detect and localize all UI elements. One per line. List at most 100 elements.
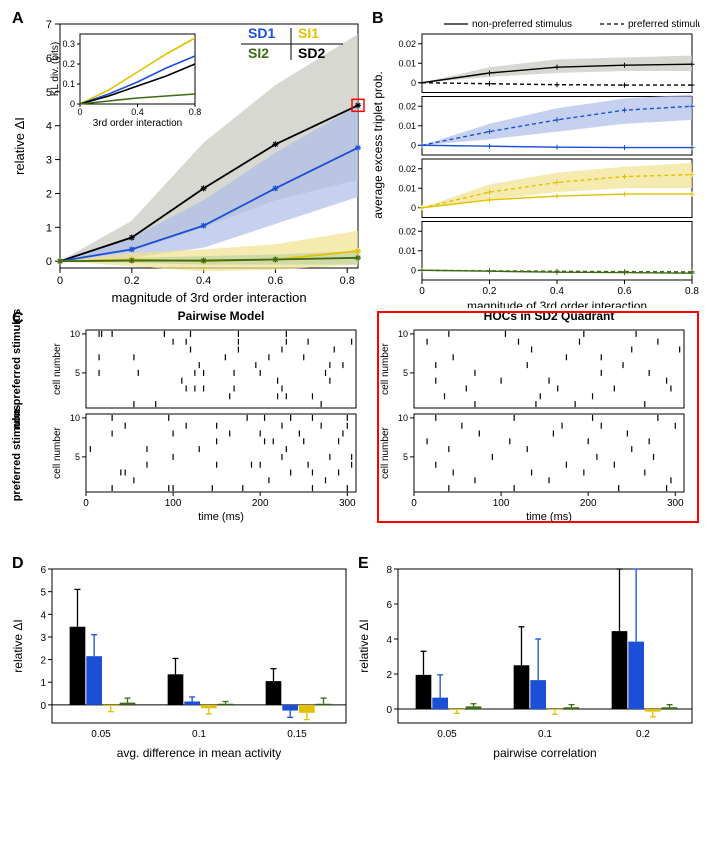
svg-text:0.2: 0.2 [62, 59, 75, 69]
svg-text:2: 2 [46, 188, 52, 200]
svg-text:0: 0 [77, 107, 82, 117]
svg-text:0: 0 [83, 498, 89, 509]
svg-text:0.6: 0.6 [268, 275, 283, 287]
panel-d: D 0 1 2 3 4 5 6 relative ΔI avg. difference in m… [8, 553, 354, 763]
svg-text:0: 0 [411, 140, 416, 150]
svg-text:3: 3 [46, 155, 52, 167]
svg-text:10: 10 [398, 413, 408, 423]
svg-text:0.2: 0.2 [636, 729, 650, 740]
svg-text:7: 7 [46, 19, 52, 31]
panel-a-label: A [12, 10, 24, 28]
svg-text:average excess triplet prob.: average excess triplet prob. [371, 71, 385, 218]
svg-text:0.8: 0.8 [685, 286, 699, 297]
panel-c-chart: Pairwise ModelHOCs in SD2 Quadrantnon-pr… [8, 308, 700, 553]
svg-text:relative ΔI: relative ΔI [11, 619, 25, 672]
svg-text:4: 4 [386, 635, 392, 646]
svg-text:2: 2 [386, 670, 392, 681]
panel-c: C Pairwise ModelHOCs in SD2 Quadrantnon-… [8, 308, 700, 553]
svg-text:0.02: 0.02 [398, 226, 416, 236]
svg-text:time (ms): time (ms) [526, 511, 572, 523]
panel-a-chart: 00.20.40.60.801234567magnitude of 3rd or… [8, 8, 368, 308]
figure: A 0 0.2 0.4 0.6 0.8 0 1 2 3 4 5 6 7 magnitude of 3rd … [8, 8, 700, 763]
panel-c-label: C [12, 310, 24, 328]
svg-text:2: 2 [40, 656, 46, 667]
svg-text:0: 0 [411, 498, 417, 509]
svg-text:cell number: cell number [380, 426, 391, 478]
svg-text:0.02: 0.02 [398, 101, 416, 111]
svg-text:10: 10 [398, 329, 408, 339]
svg-text:0: 0 [411, 265, 416, 275]
svg-text:0.01: 0.01 [398, 246, 416, 256]
panel-d-chart: 0 1 2 3 4 5 6 relative ΔI avg. difference in mea… [8, 553, 354, 763]
svg-text:0.1: 0.1 [192, 729, 206, 740]
svg-text:preferred stimulus: preferred stimulus [11, 405, 23, 502]
svg-text:0: 0 [46, 256, 52, 268]
svg-text:100: 100 [165, 498, 182, 509]
svg-text:0.2: 0.2 [124, 275, 139, 287]
svg-text:3: 3 [40, 633, 46, 644]
svg-text:4: 4 [40, 610, 46, 621]
svg-text:3rd order interaction: 3rd order interaction [93, 118, 183, 129]
svg-text:0: 0 [70, 99, 75, 109]
svg-text:Pairwise Model: Pairwise Model [178, 309, 265, 323]
svg-text:cell number: cell number [52, 342, 63, 394]
svg-text:1: 1 [40, 678, 46, 689]
svg-text:0.05: 0.05 [91, 729, 111, 740]
svg-text:0.2: 0.2 [483, 286, 497, 297]
svg-text:0: 0 [40, 701, 46, 712]
panel-e: E 02468relative ΔIpairwise correlation0.… [354, 553, 700, 763]
svg-text:5: 5 [75, 368, 80, 378]
svg-text:time (ms): time (ms) [198, 511, 244, 523]
svg-text:5: 5 [75, 452, 80, 462]
svg-text:0.01: 0.01 [398, 183, 416, 193]
svg-text:0.02: 0.02 [398, 39, 416, 49]
svg-text:0: 0 [411, 203, 416, 213]
panel-a: A 00.20.40.60.801234567magnitude of 3rd … [8, 8, 368, 308]
svg-text:cell number: cell number [52, 426, 63, 478]
svg-text:0.6: 0.6 [618, 286, 632, 297]
svg-text:5: 5 [403, 452, 408, 462]
svg-text:0.4: 0.4 [131, 107, 144, 117]
svg-text:preferred stimulus: preferred stimulus [628, 19, 700, 30]
svg-text:1: 1 [46, 222, 52, 234]
svg-text:SI1: SI1 [298, 25, 319, 41]
svg-text:6: 6 [386, 600, 392, 611]
svg-text:0.3: 0.3 [62, 39, 75, 49]
svg-text:0.01: 0.01 [398, 58, 416, 68]
svg-text:0: 0 [419, 286, 425, 297]
panel-e-chart: 02468relative ΔIpairwise correlation0.05… [354, 553, 700, 763]
svg-text:KL div. (bits): KL div. (bits) [50, 42, 61, 96]
panel-d-label: D [12, 555, 24, 573]
panel-b-label: B [372, 10, 384, 28]
svg-text:avg. difference in mean activi: avg. difference in mean activity [117, 746, 282, 760]
svg-text:5: 5 [403, 368, 408, 378]
svg-text:SD2: SD2 [298, 45, 325, 61]
svg-text:0: 0 [411, 78, 416, 88]
svg-text:10: 10 [70, 329, 80, 339]
svg-text:0.4: 0.4 [550, 286, 564, 297]
svg-text:SI2: SI2 [248, 45, 269, 61]
svg-text:0.02: 0.02 [398, 164, 416, 174]
svg-text:5: 5 [40, 588, 46, 599]
panel-e-label: E [358, 555, 369, 573]
svg-text:cell number: cell number [380, 342, 391, 394]
svg-text:0.4: 0.4 [196, 275, 211, 287]
panel-b: B non-preferred stimulus preferred stimul… [368, 8, 700, 308]
svg-text:200: 200 [580, 498, 597, 509]
svg-text:6: 6 [40, 565, 46, 576]
svg-text:SD1: SD1 [248, 25, 275, 41]
svg-text:8: 8 [386, 565, 392, 576]
svg-text:100: 100 [493, 498, 510, 509]
svg-text:relative ΔI: relative ΔI [12, 117, 27, 175]
svg-text:0.15: 0.15 [287, 729, 307, 740]
panel-b-chart: non-preferred stimulus preferred stimulus… [368, 8, 700, 308]
svg-text:300: 300 [339, 498, 356, 509]
svg-text:pairwise correlation: pairwise correlation [493, 746, 596, 760]
svg-text:magnitude of 3rd order interac: magnitude of 3rd order interaction [467, 299, 647, 308]
svg-text:0.8: 0.8 [340, 275, 355, 287]
svg-text:0.01: 0.01 [398, 121, 416, 131]
svg-text:non-preferred stimulus: non-preferred stimulus [472, 19, 572, 30]
svg-text:0: 0 [386, 705, 392, 716]
svg-text:0.1: 0.1 [62, 79, 75, 89]
svg-text:0.8: 0.8 [189, 107, 202, 117]
